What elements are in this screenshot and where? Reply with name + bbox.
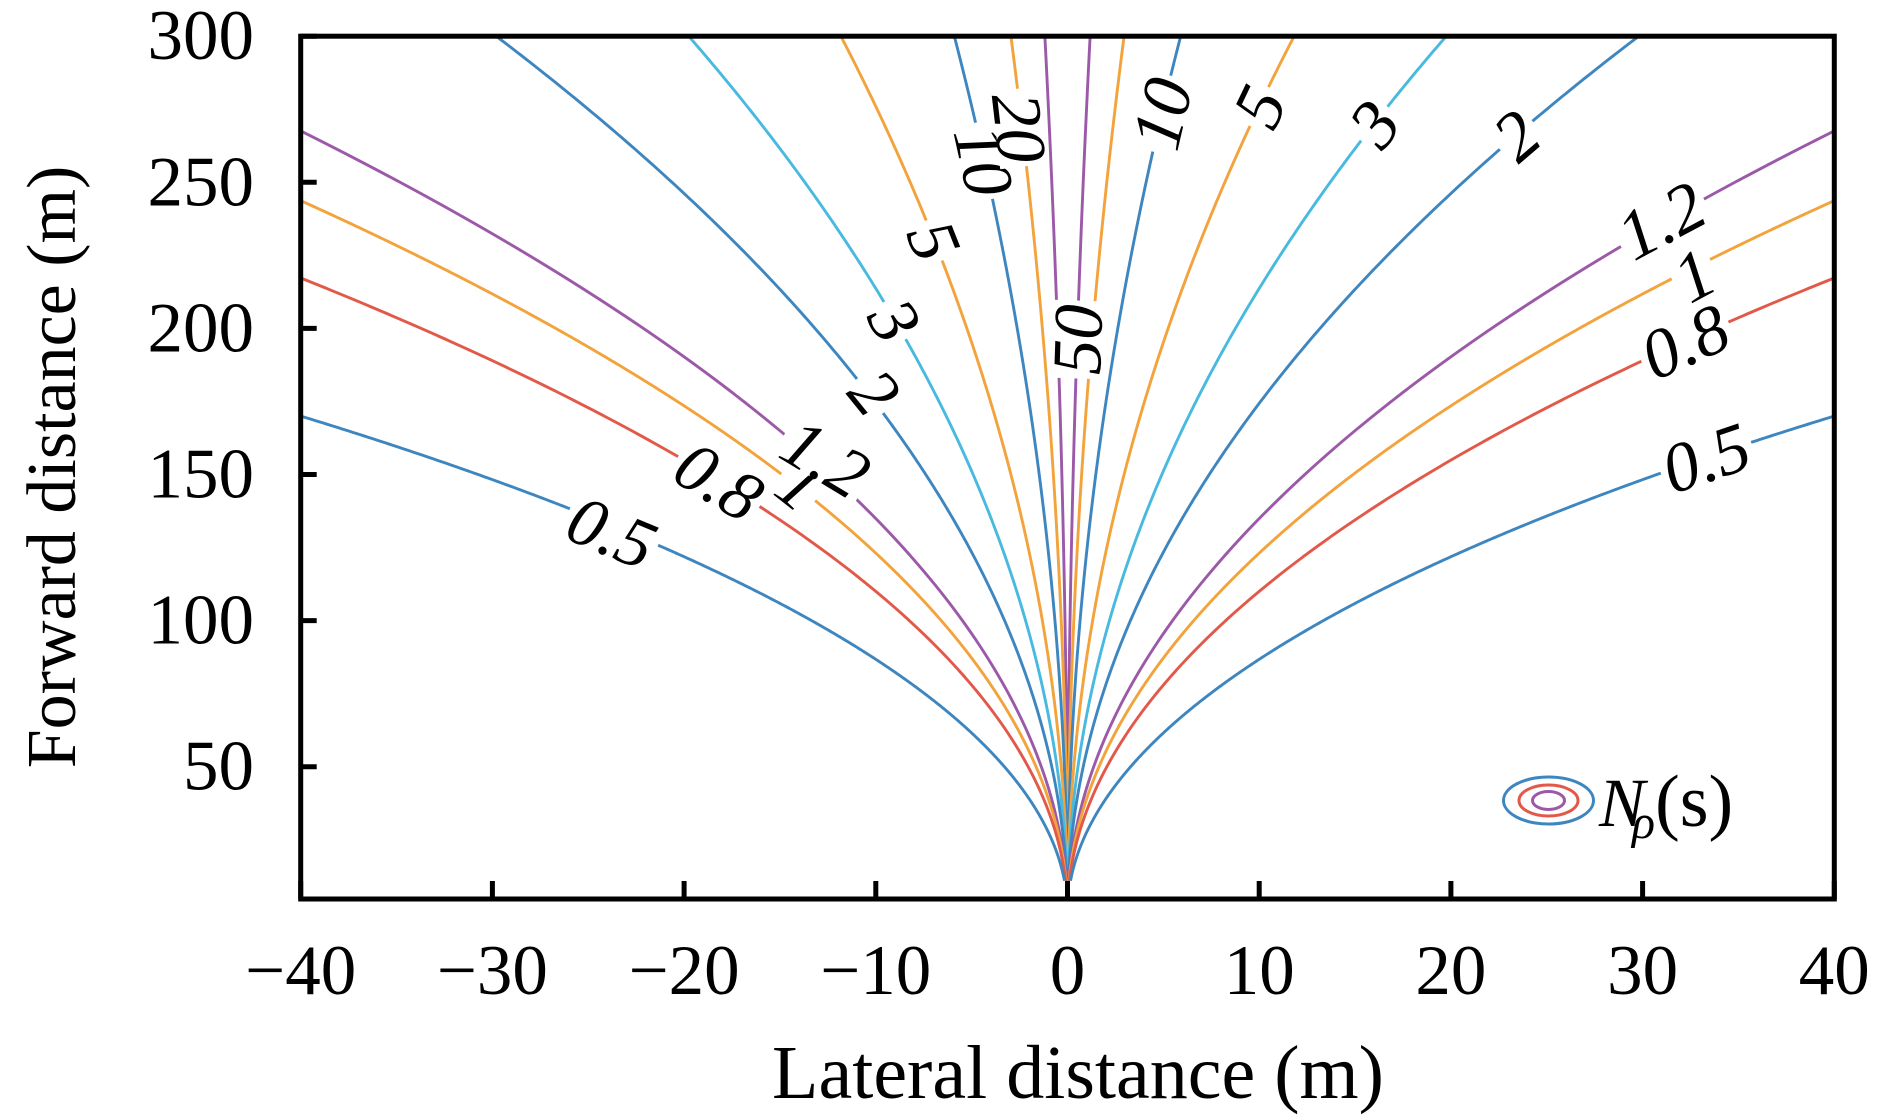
svg-text:−20: −20	[629, 932, 740, 1010]
svg-text:20: 20	[1415, 932, 1486, 1010]
svg-text:150: 150	[148, 436, 255, 514]
svg-text:−40: −40	[245, 932, 356, 1010]
svg-text:Lateral distance (m): Lateral distance (m)	[772, 1031, 1384, 1115]
svg-text:0: 0	[1050, 932, 1086, 1010]
svg-text:30: 30	[1607, 932, 1678, 1010]
svg-text:100: 100	[148, 582, 255, 660]
svg-text:50: 50	[1039, 303, 1118, 376]
svg-text:50: 50	[183, 728, 254, 806]
svg-text:10: 10	[1118, 71, 1209, 157]
svg-text:20: 20	[976, 89, 1061, 167]
svg-text:−10: −10	[820, 932, 931, 1010]
svg-text:−30: −30	[437, 932, 548, 1010]
svg-text:Forward distance (m): Forward distance (m)	[14, 166, 91, 769]
svg-text:200: 200	[148, 289, 255, 367]
svg-text:300: 300	[148, 0, 255, 75]
svg-text:40: 40	[1799, 932, 1870, 1010]
svg-text:10: 10	[1224, 932, 1295, 1010]
svg-text:Nρ(s): Nρ(s)	[1598, 761, 1733, 849]
svg-text:250: 250	[148, 143, 255, 221]
